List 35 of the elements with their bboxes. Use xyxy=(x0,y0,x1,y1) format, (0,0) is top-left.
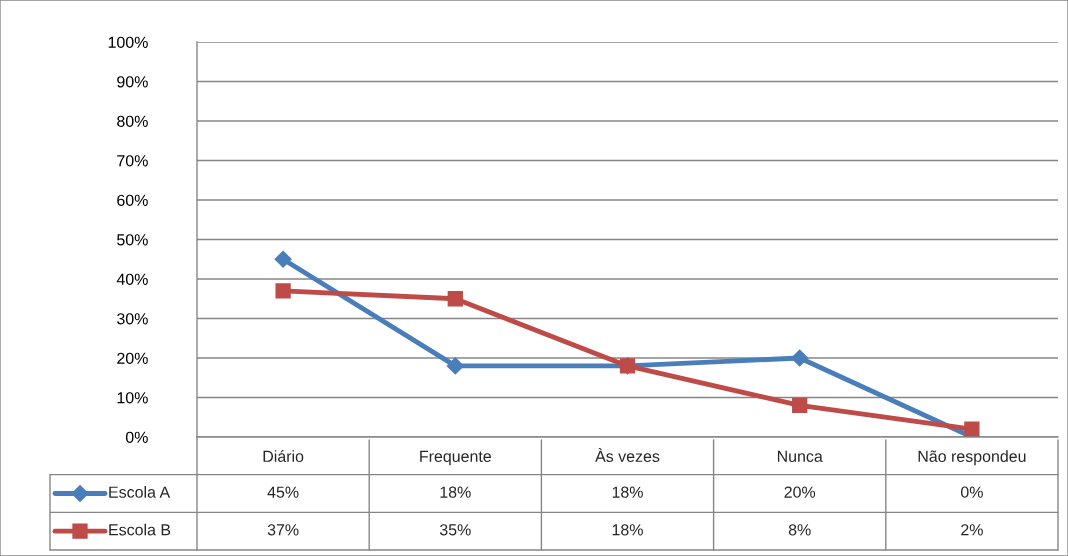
data-label: 45% xyxy=(267,486,299,498)
x-tick-label: Não respondeu xyxy=(918,450,1026,466)
data-label: 35% xyxy=(439,524,471,536)
data-label: 0% xyxy=(960,486,983,498)
data-label: 20% xyxy=(784,486,816,498)
x-tick-label: Diário xyxy=(263,450,304,462)
y-tick-label: 10% xyxy=(117,392,148,404)
point xyxy=(964,421,980,437)
x-tick-label: Nunca xyxy=(777,450,823,462)
y-tick-label: 70% xyxy=(117,155,148,167)
point xyxy=(792,397,808,414)
y-tick-label: 100% xyxy=(108,36,148,48)
y-tick-label: 20% xyxy=(117,352,148,364)
data-label: 8% xyxy=(788,524,811,536)
data-label: 18% xyxy=(440,486,471,498)
y-tick-label: 0% xyxy=(125,431,148,443)
y-tick-label: 60% xyxy=(117,194,148,206)
legend-label: Escola A xyxy=(109,486,171,498)
y-tick-label: 50% xyxy=(117,234,148,246)
data-label: 37% xyxy=(267,524,299,536)
data-label: 18% xyxy=(612,486,643,498)
legend-label: Escola B xyxy=(109,523,171,536)
y-tick-label: 30% xyxy=(117,313,148,325)
x-tick-label: Frequente xyxy=(420,450,491,466)
point xyxy=(447,291,463,307)
x-tick-label: Às vezes xyxy=(595,448,660,462)
point xyxy=(446,357,464,375)
point xyxy=(274,250,292,268)
y-tick-label: 80% xyxy=(117,115,148,127)
point xyxy=(275,283,291,299)
data-label: 2% xyxy=(961,524,983,536)
point xyxy=(791,349,809,367)
y-tick-label: 40% xyxy=(116,273,148,285)
data-label: 18% xyxy=(612,524,643,536)
y-tick-label: 90% xyxy=(117,76,148,88)
